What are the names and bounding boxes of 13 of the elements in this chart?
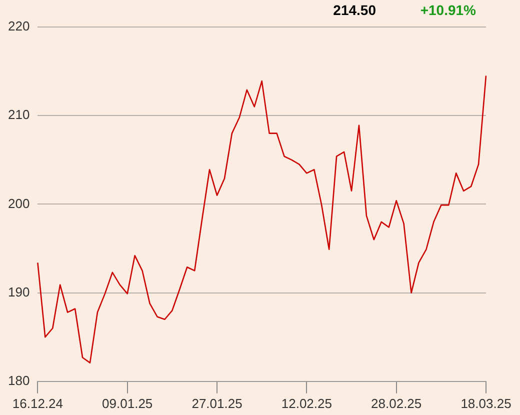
x-tick-label: 18.03.25: [460, 396, 512, 411]
text: +10.91%: [420, 2, 477, 18]
x-tick-label: 27.01.25: [192, 396, 242, 411]
y-tick-label: 180: [8, 372, 30, 388]
text: 214.50: [333, 2, 376, 18]
x-tick-label: 16.12.24: [12, 396, 63, 411]
x-tick-label: 12.02.25: [281, 396, 332, 411]
y-tick-label: 210: [8, 107, 30, 122]
y-tick-label: 190: [8, 284, 30, 300]
y-tick-label: 220: [8, 18, 30, 34]
x-tick-label: 28.02.25: [371, 396, 422, 411]
y-tick-label: 200: [8, 196, 30, 211]
x-tick-label: 09.01.25: [102, 396, 153, 411]
